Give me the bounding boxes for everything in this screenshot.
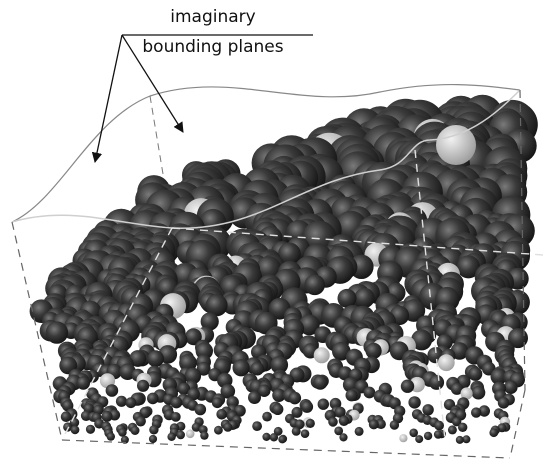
sphere — [200, 431, 208, 439]
sphere — [46, 321, 68, 343]
sphere — [147, 393, 159, 405]
sphere — [116, 396, 127, 407]
sphere — [77, 376, 90, 389]
sphere — [252, 421, 262, 431]
sphere — [301, 401, 313, 413]
page: imaginary bounding planes (() => { const… — [0, 0, 543, 466]
sphere — [415, 435, 423, 443]
annotation-line1: imaginary — [170, 7, 255, 27]
sphere — [278, 435, 286, 443]
sphere — [71, 425, 80, 434]
sphere — [61, 411, 72, 422]
sphere — [354, 288, 374, 308]
sphere — [504, 380, 518, 394]
sphere — [149, 435, 157, 443]
sphere — [369, 419, 379, 429]
sphere — [401, 380, 414, 393]
annotation-line2: bounding planes — [142, 37, 283, 57]
sphere — [364, 387, 376, 399]
sphere — [314, 347, 330, 363]
sphere — [355, 427, 364, 436]
sphere — [328, 417, 338, 427]
highlight-sphere — [436, 125, 476, 165]
sphere-pile — [30, 95, 538, 444]
sphere — [301, 429, 310, 438]
sphere — [489, 428, 498, 437]
sphere — [434, 430, 443, 439]
sphere — [250, 362, 264, 376]
sphere — [107, 432, 115, 440]
sphere — [262, 412, 272, 422]
sphere — [223, 423, 232, 432]
sphere — [167, 433, 175, 441]
sphere — [186, 430, 195, 439]
arrow — [95, 35, 122, 162]
sphere — [131, 426, 140, 435]
sphere — [289, 392, 302, 405]
sphere — [472, 386, 486, 400]
sphere — [306, 419, 315, 428]
sphere — [272, 404, 283, 415]
sphere — [136, 416, 146, 426]
sphere — [438, 354, 455, 371]
sphere — [149, 425, 158, 434]
sphere — [339, 416, 349, 426]
sphere — [118, 428, 127, 437]
sphere — [270, 433, 278, 441]
sphere — [422, 404, 433, 415]
sphere — [456, 436, 464, 444]
sphere — [318, 399, 329, 410]
sphere — [366, 343, 382, 359]
sphere — [102, 411, 113, 422]
sphere — [390, 420, 399, 429]
sphere — [498, 397, 510, 409]
sphere — [214, 426, 223, 435]
sphere — [86, 425, 95, 434]
sphere — [424, 432, 432, 440]
sphere — [106, 384, 119, 397]
sphere — [399, 434, 407, 442]
sphere — [137, 380, 149, 392]
sphere — [408, 396, 420, 408]
sphere — [458, 423, 467, 432]
sphere — [171, 412, 181, 422]
sphere — [248, 391, 261, 404]
sphere — [304, 275, 325, 296]
sphere — [448, 425, 457, 434]
sphere — [346, 389, 358, 401]
sphere — [125, 397, 136, 408]
sphere — [176, 431, 185, 440]
dashed-edge — [62, 440, 510, 458]
diagram: imaginary bounding planes — [0, 0, 543, 466]
sphere — [292, 427, 301, 436]
sphere — [313, 375, 327, 389]
sphere — [262, 433, 270, 441]
sphere — [471, 407, 481, 417]
sphere — [339, 433, 347, 441]
sphere — [216, 409, 227, 420]
sphere — [409, 429, 418, 438]
sphere — [195, 404, 207, 416]
sphere — [171, 397, 183, 409]
sphere — [468, 367, 482, 381]
sphere — [429, 375, 444, 390]
sphere — [212, 397, 223, 408]
